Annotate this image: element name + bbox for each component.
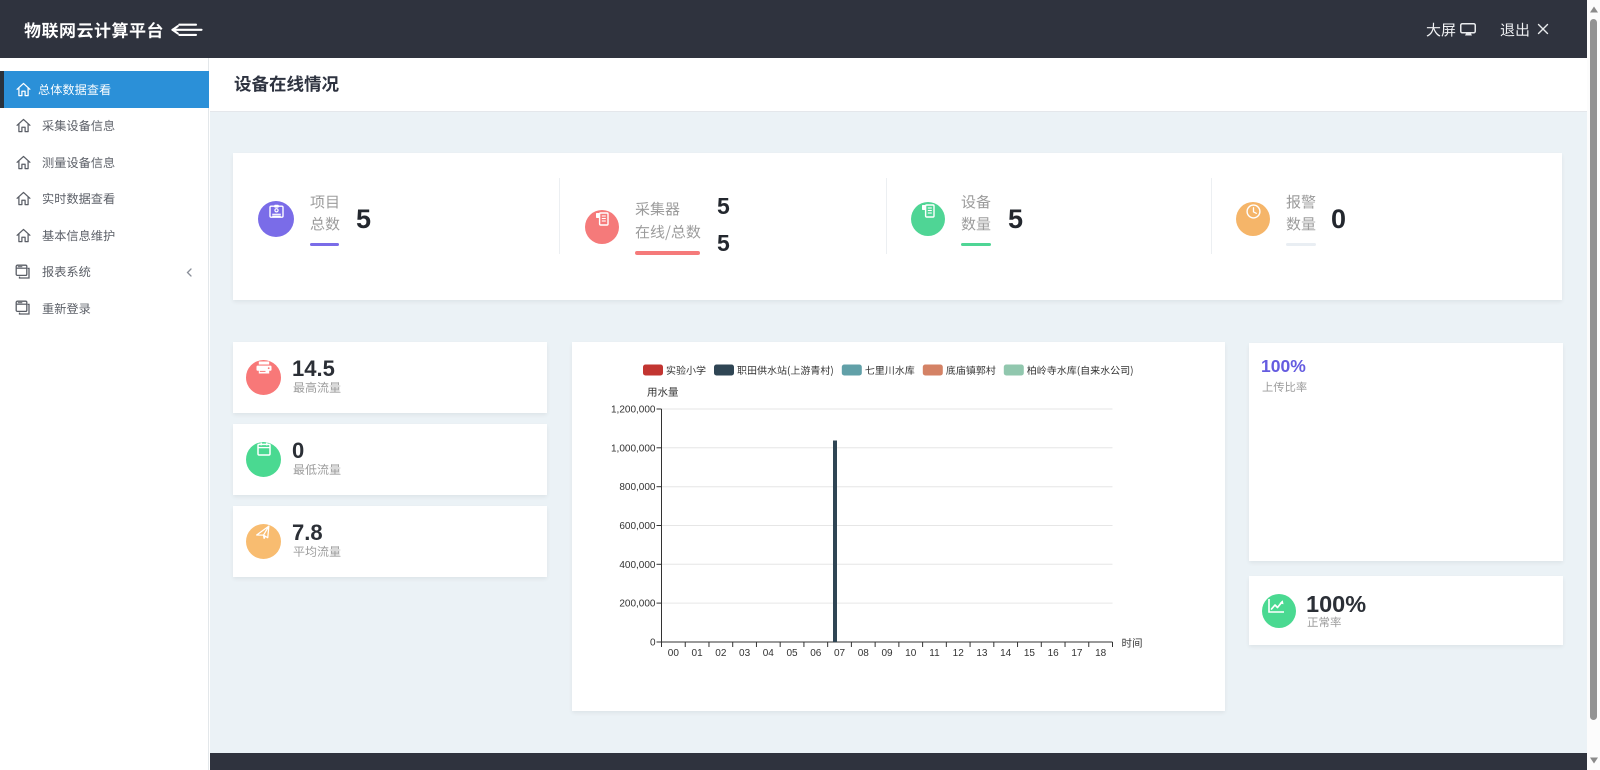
svg-text:04: 04 [763, 648, 775, 659]
svg-text:200,000: 200,000 [619, 599, 656, 610]
svg-text:600,000: 600,000 [619, 521, 656, 532]
svg-text:16: 16 [1048, 648, 1060, 659]
svg-text:0: 0 [650, 638, 656, 649]
svg-text:05: 05 [786, 648, 798, 659]
svg-text:00: 00 [668, 648, 680, 659]
svg-text:06: 06 [810, 648, 822, 659]
svg-text:1,200,000: 1,200,000 [611, 405, 656, 416]
svg-text:18: 18 [1095, 648, 1107, 659]
svg-text:08: 08 [858, 648, 870, 659]
svg-text:13: 13 [976, 648, 988, 659]
svg-text:14: 14 [1000, 648, 1012, 659]
svg-text:03: 03 [739, 648, 751, 659]
svg-text:400,000: 400,000 [619, 560, 656, 571]
svg-text:01: 01 [692, 648, 704, 659]
svg-text:15: 15 [1024, 648, 1036, 659]
svg-text:02: 02 [715, 648, 727, 659]
svg-text:800,000: 800,000 [619, 482, 656, 493]
svg-text:07: 07 [834, 648, 846, 659]
svg-text:11: 11 [929, 648, 940, 659]
svg-text:12: 12 [953, 648, 965, 659]
svg-text:09: 09 [881, 648, 893, 659]
svg-text:10: 10 [905, 648, 917, 659]
svg-text:1,000,000: 1,000,000 [611, 443, 656, 454]
svg-text:17: 17 [1071, 648, 1083, 659]
